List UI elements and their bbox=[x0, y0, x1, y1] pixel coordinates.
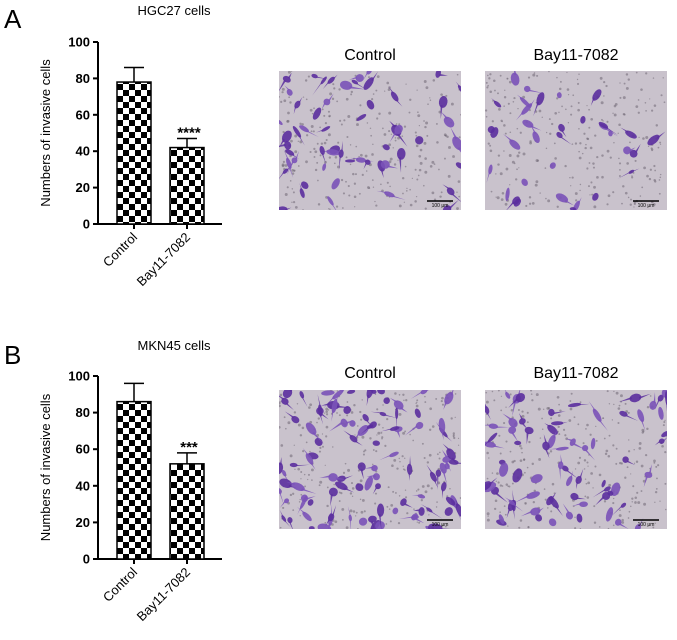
x-tick-label: Control bbox=[100, 564, 140, 604]
image-title-treated: Bay11-7082 bbox=[533, 47, 619, 64]
svg-text:100 μm: 100 μm bbox=[432, 522, 449, 528]
significance-label: **** bbox=[177, 124, 201, 141]
chart-title: MKN45 cells bbox=[137, 338, 211, 353]
y-tick-label: 0 bbox=[83, 552, 90, 567]
chart-title: HGC27 cells bbox=[137, 3, 211, 18]
y-tick-label: 20 bbox=[76, 180, 90, 195]
panel-letter: A bbox=[4, 4, 22, 34]
y-tick-label: 80 bbox=[76, 71, 90, 86]
y-tick-label: 100 bbox=[68, 35, 90, 50]
y-tick-label: 0 bbox=[83, 217, 90, 232]
micrograph-control: 100 μm bbox=[279, 71, 461, 210]
svg-text:100 μm: 100 μm bbox=[432, 203, 449, 209]
y-tick-label: 20 bbox=[76, 515, 90, 530]
y-tick-label: 40 bbox=[76, 144, 90, 159]
y-tick-label: 100 bbox=[68, 369, 90, 384]
y-tick-label: 60 bbox=[76, 107, 90, 122]
bar bbox=[116, 81, 152, 225]
bar bbox=[169, 463, 205, 560]
bar bbox=[169, 146, 205, 225]
svg-text:100 μm: 100 μm bbox=[638, 522, 655, 528]
image-title-control: Control bbox=[344, 47, 396, 64]
x-tick-label: Bay11-7082 bbox=[134, 565, 194, 625]
bar-chart: 0 20 40 60 80 100 Numbers of invasive cells Con… bbox=[38, 35, 222, 290]
micrograph-treated: 100 μm bbox=[485, 71, 667, 210]
panel-letter: B bbox=[4, 340, 22, 370]
y-axis-label: Numbers of invasive cells bbox=[38, 59, 53, 207]
svg-text:100 μm: 100 μm bbox=[638, 203, 655, 209]
x-tick-label: Bay11-7082 bbox=[134, 230, 194, 290]
image-title-treated: Bay11-7082 bbox=[533, 365, 619, 382]
panel-a: A HGC27 cells 0 20 40 60 80 100 Numbers of inv… bbox=[4, 3, 667, 290]
micrograph-treated: 100 μm bbox=[485, 390, 667, 529]
micrograph-control: 100 μm bbox=[279, 390, 461, 529]
bar-chart: 0 20 40 60 80 100 Numbers of invasive cells Con… bbox=[38, 369, 222, 625]
panel-b: B MKN45 cells 0 20 40 60 80 100 Numbers of inv… bbox=[0, 320, 677, 640]
y-axis-label: Numbers of invasive cells bbox=[38, 393, 53, 541]
significance-label: *** bbox=[180, 439, 198, 456]
y-tick-label: 40 bbox=[76, 478, 90, 493]
x-tick-label: Control bbox=[100, 229, 140, 269]
image-title-control: Control bbox=[344, 365, 396, 382]
y-tick-label: 60 bbox=[76, 442, 90, 457]
y-tick-label: 80 bbox=[76, 405, 90, 420]
bar bbox=[116, 400, 152, 560]
